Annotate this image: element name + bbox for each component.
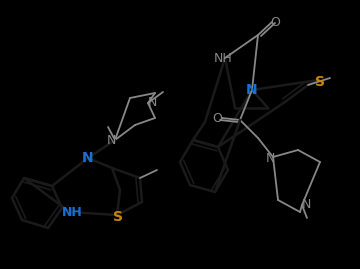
Text: O: O (212, 111, 222, 125)
Text: NH: NH (62, 206, 82, 218)
Text: N: N (106, 133, 116, 147)
Text: S: S (113, 210, 123, 224)
Text: S: S (315, 75, 325, 89)
Text: N: N (246, 83, 258, 97)
Text: N: N (147, 97, 157, 109)
Text: N: N (301, 199, 311, 211)
Text: N: N (265, 153, 275, 165)
Text: O: O (270, 16, 280, 30)
Text: N: N (82, 151, 94, 165)
Text: NH: NH (213, 51, 232, 65)
